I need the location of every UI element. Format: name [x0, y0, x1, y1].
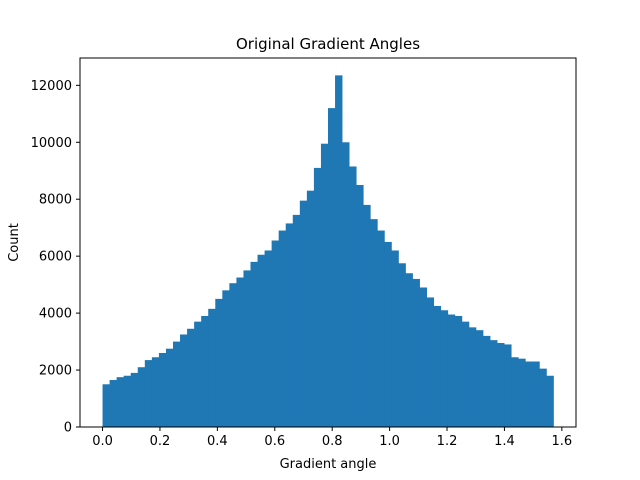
- histogram-bar: [102, 384, 110, 427]
- histogram-bars: [102, 75, 554, 428]
- y-tick-label: 4000: [39, 307, 72, 322]
- histogram-bar: [250, 261, 258, 427]
- histogram-bar: [398, 263, 406, 427]
- x-tick-label: 1.6: [552, 434, 573, 449]
- histogram-bar: [483, 335, 491, 427]
- histogram-bar: [490, 340, 498, 427]
- plot-frame: [79, 57, 577, 428]
- histogram-bar: [123, 375, 132, 427]
- histogram-bar: [412, 278, 420, 427]
- histogram-bar: [222, 290, 230, 427]
- histogram-bar: [356, 184, 364, 427]
- histogram-bar: [405, 273, 413, 427]
- histogram-bar: [201, 315, 209, 427]
- x-tick-label: 1.0: [379, 434, 400, 449]
- x-tick-label: 1.4: [494, 434, 515, 449]
- histogram-bar: [109, 380, 117, 427]
- x-axis-label: Gradient angle: [280, 457, 377, 472]
- x-axis-ticks: 0.0 0.2 0.4 0.6 0.8 1.0 1.2 1.4 1.6: [92, 427, 572, 449]
- x-tick-label: 0.6: [264, 434, 285, 449]
- histogram-bar: [194, 321, 202, 427]
- histogram-bar: [313, 167, 322, 427]
- histogram-bar: [257, 254, 265, 427]
- y-axis-label: Count: [7, 223, 22, 262]
- histogram-bar: [504, 344, 512, 427]
- histogram-bar: [271, 240, 280, 427]
- x-tick-label: 0.2: [150, 434, 171, 449]
- histogram-bar: [426, 297, 435, 427]
- histogram-bar: [349, 166, 357, 428]
- histogram-bar: [511, 357, 519, 427]
- histogram-bar: [116, 377, 125, 427]
- histogram-bar: [525, 361, 533, 427]
- histogram-bar: [440, 310, 449, 427]
- histogram-bar: [419, 287, 427, 427]
- y-tick-label: 10000: [31, 136, 72, 151]
- histogram-bar: [215, 298, 223, 428]
- histogram-bar: [165, 348, 174, 427]
- histogram-bar: [370, 219, 378, 427]
- histogram-bar: [391, 250, 399, 427]
- histogram-bar: [475, 330, 484, 427]
- histogram-bar: [518, 358, 526, 427]
- histogram-bar: [497, 343, 505, 427]
- histogram-bar: [264, 250, 272, 427]
- histogram-bar: [158, 352, 167, 427]
- histogram-bar: [187, 328, 195, 427]
- y-tick-label: 0: [64, 421, 72, 436]
- histogram-bar: [243, 270, 251, 427]
- chart-title: Original Gradient Angles: [236, 35, 420, 53]
- histogram-bar: [546, 375, 554, 427]
- x-tick-label: 0.4: [207, 434, 228, 449]
- y-axis-ticks: 0 2000 4000 6000 8000 10000 12000: [31, 79, 80, 436]
- histogram-bar: [447, 314, 456, 427]
- histogram-bar: [292, 214, 301, 427]
- y-tick-label: 8000: [39, 193, 72, 208]
- x-tick-label: 0.0: [92, 434, 113, 449]
- histogram-bar: [299, 200, 308, 427]
- x-tick-label: 0.8: [322, 434, 343, 449]
- histogram-bar: [433, 305, 442, 427]
- x-tick-label: 1.2: [437, 434, 458, 449]
- histogram-bar: [461, 321, 470, 427]
- histogram-bar: [335, 75, 343, 428]
- histogram-bar: [130, 372, 139, 427]
- histogram-bar: [539, 368, 547, 427]
- histogram-bar: [172, 341, 181, 427]
- y-tick-label: 12000: [31, 79, 72, 94]
- histogram-bar: [363, 204, 371, 427]
- histogram-bar: [278, 230, 287, 427]
- histogram-bar: [377, 230, 385, 427]
- histogram-bar: [180, 334, 188, 427]
- histogram-bar: [137, 367, 146, 427]
- histogram-bar: [208, 308, 216, 427]
- histogram-bar: [144, 360, 153, 427]
- y-tick-label: 2000: [39, 364, 72, 379]
- histogram-bar: [151, 357, 160, 427]
- histogram-bar: [306, 190, 315, 427]
- y-tick-label: 6000: [39, 250, 72, 265]
- histogram-bar: [454, 315, 463, 427]
- histogram-bar: [320, 143, 329, 427]
- histogram-bar: [342, 142, 350, 427]
- histogram-bar: [532, 361, 540, 427]
- histogram-bar: [468, 327, 477, 427]
- histogram-bar: [285, 223, 294, 427]
- histogram-bar: [328, 108, 336, 428]
- histogram-bar: [384, 241, 392, 427]
- histogram-bar: [236, 277, 244, 427]
- histogram-bar: [229, 283, 237, 427]
